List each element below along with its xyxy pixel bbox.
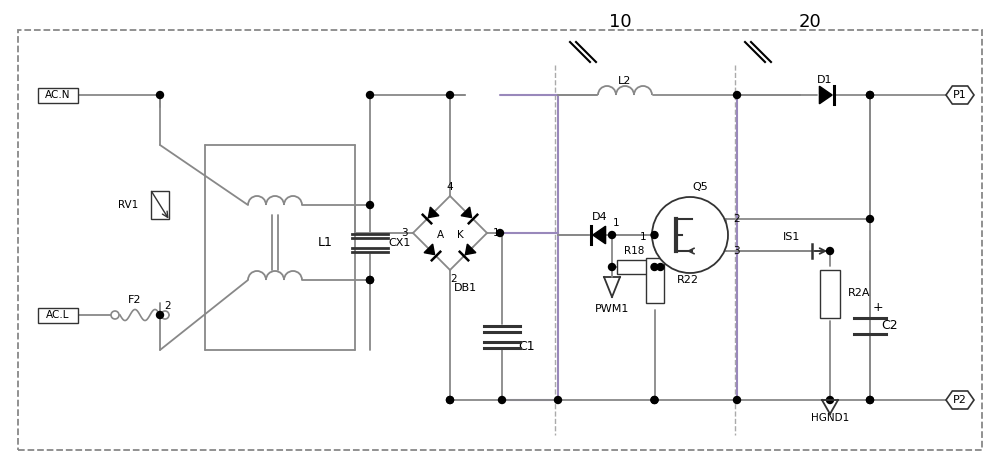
Circle shape: [608, 232, 616, 239]
Polygon shape: [461, 207, 472, 218]
Circle shape: [554, 397, 562, 404]
Text: RV1: RV1: [118, 200, 138, 210]
Text: AC.L: AC.L: [46, 310, 70, 320]
Circle shape: [866, 215, 874, 222]
Text: C1: C1: [519, 340, 535, 353]
Text: DB1: DB1: [453, 283, 477, 293]
Circle shape: [111, 311, 119, 319]
Text: CX1: CX1: [389, 238, 411, 247]
Bar: [616, 260, 652, 274]
Circle shape: [734, 397, 740, 404]
Text: 3: 3: [733, 246, 740, 256]
Circle shape: [826, 397, 834, 404]
Text: A: A: [436, 230, 444, 240]
Text: 1: 1: [613, 218, 619, 228]
Text: L2: L2: [618, 76, 632, 86]
Circle shape: [651, 232, 658, 239]
Polygon shape: [946, 391, 974, 409]
Circle shape: [652, 197, 728, 273]
Text: 2: 2: [165, 301, 171, 311]
Text: AC.N: AC.N: [45, 90, 71, 100]
Text: 10: 10: [609, 13, 631, 31]
Polygon shape: [424, 244, 435, 254]
Circle shape: [866, 91, 874, 98]
Text: 2: 2: [451, 274, 457, 284]
Text: HGND1: HGND1: [811, 413, 849, 423]
Circle shape: [496, 229, 504, 237]
Circle shape: [734, 91, 740, 98]
Circle shape: [651, 397, 658, 404]
Circle shape: [366, 276, 374, 283]
Text: Q5: Q5: [692, 182, 708, 192]
Circle shape: [826, 247, 834, 254]
Text: D1: D1: [817, 75, 833, 85]
Circle shape: [366, 276, 374, 283]
Text: K: K: [457, 230, 463, 240]
Bar: [38, 88, 78, 103]
Circle shape: [446, 397, 454, 404]
Text: 20: 20: [799, 13, 821, 31]
Text: R18: R18: [624, 246, 644, 256]
Text: P1: P1: [953, 90, 967, 100]
Circle shape: [156, 311, 164, 318]
Circle shape: [608, 263, 616, 270]
Polygon shape: [465, 244, 476, 254]
Circle shape: [651, 263, 658, 270]
Text: D4: D4: [592, 212, 608, 222]
Circle shape: [156, 91, 164, 98]
Circle shape: [161, 311, 169, 319]
Circle shape: [657, 263, 664, 270]
Text: 2: 2: [733, 214, 740, 224]
Text: L1: L1: [318, 236, 332, 249]
Text: +: +: [873, 301, 883, 314]
Text: 1: 1: [493, 228, 499, 238]
Text: F2: F2: [128, 295, 142, 305]
Bar: [820, 269, 840, 317]
Text: 3: 3: [401, 228, 407, 238]
Bar: [646, 258, 664, 302]
Bar: [151, 191, 169, 219]
Circle shape: [651, 397, 658, 404]
Text: IS1: IS1: [783, 232, 800, 242]
Text: PWM1: PWM1: [595, 304, 629, 314]
Circle shape: [866, 397, 874, 404]
Polygon shape: [819, 86, 832, 104]
Circle shape: [366, 91, 374, 98]
Bar: [38, 308, 78, 322]
Circle shape: [498, 397, 506, 404]
Circle shape: [446, 91, 454, 98]
Circle shape: [366, 201, 374, 208]
Circle shape: [866, 91, 874, 98]
Circle shape: [446, 397, 454, 404]
Polygon shape: [946, 86, 974, 104]
Text: 4: 4: [447, 182, 453, 192]
Circle shape: [866, 397, 874, 404]
Text: R2A: R2A: [848, 288, 870, 299]
Polygon shape: [428, 207, 439, 218]
Text: R22: R22: [676, 275, 698, 285]
Polygon shape: [593, 226, 606, 244]
Text: P2: P2: [953, 395, 967, 405]
Text: C2: C2: [882, 319, 898, 332]
Text: 1: 1: [639, 232, 646, 242]
